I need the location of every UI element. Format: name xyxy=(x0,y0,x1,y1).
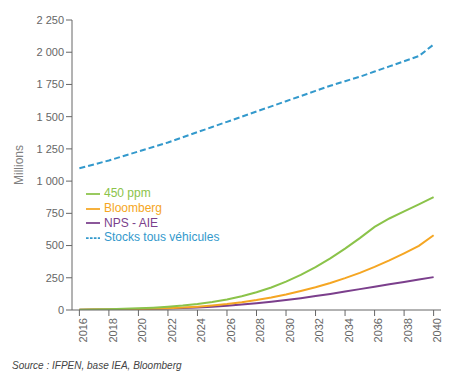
svg-text:2028: 2028 xyxy=(254,318,266,342)
svg-text:250: 250 xyxy=(46,272,64,284)
svg-text:1 500: 1 500 xyxy=(36,111,64,123)
svg-text:2040: 2040 xyxy=(431,318,443,342)
svg-text:750: 750 xyxy=(46,207,64,219)
html-text:NPS - AIE: NPS - AIE xyxy=(104,215,158,230)
html-text:Source : IFPEN, base IEA, Bloo: Source : IFPEN, base IEA, Bloomberg xyxy=(12,360,182,371)
html-text:Stocks tous véhicules: Stocks tous véhicules xyxy=(104,230,220,245)
svg-text:2016: 2016 xyxy=(77,318,89,342)
svg-text:1 000: 1 000 xyxy=(36,175,64,187)
svg-text:1 250: 1 250 xyxy=(36,143,64,155)
svg-text:2 000: 2 000 xyxy=(36,46,64,58)
svg-text:2022: 2022 xyxy=(166,318,178,342)
svg-text:2018: 2018 xyxy=(107,318,119,342)
svg-text:2030: 2030 xyxy=(284,318,296,342)
svg-text:2020: 2020 xyxy=(136,318,148,342)
svg-text:2038: 2038 xyxy=(402,318,414,342)
svg-text:2036: 2036 xyxy=(372,318,384,342)
svg-text:1 750: 1 750 xyxy=(36,78,64,90)
svg-text:2032: 2032 xyxy=(313,318,325,342)
svg-text:2024: 2024 xyxy=(195,318,207,342)
svg-text:2 250: 2 250 xyxy=(36,14,64,26)
svg-text:2026: 2026 xyxy=(225,318,237,342)
svg-text:0: 0 xyxy=(58,304,64,316)
svg-text:2034: 2034 xyxy=(343,318,355,342)
svg-text:Millions: Millions xyxy=(12,145,26,185)
html-text:450 ppm: 450 ppm xyxy=(104,186,151,200)
html-text:Bloomberg: Bloomberg xyxy=(104,200,162,215)
svg-text:500: 500 xyxy=(46,239,64,251)
